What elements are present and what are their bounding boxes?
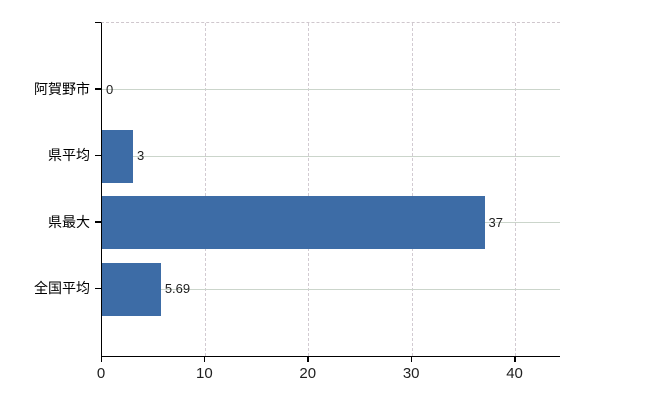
h-gridline <box>102 89 560 91</box>
y-tick <box>95 154 101 157</box>
x-tick-label: 20 <box>299 365 317 382</box>
x-tick <box>514 356 516 362</box>
value-label: 37 <box>488 214 503 230</box>
bar[interactable] <box>102 196 485 250</box>
x-tick-label: 40 <box>506 365 523 382</box>
bar[interactable] <box>102 129 134 183</box>
x-tick <box>410 356 413 362</box>
x-tick-label: 30 <box>402 365 420 382</box>
h-gridline <box>102 155 560 157</box>
x-tick <box>100 356 102 362</box>
category-label: 県最大 <box>48 213 90 230</box>
category-label: 全国平均 <box>34 280 90 297</box>
y-tick <box>95 287 101 290</box>
h-gridline <box>102 288 560 290</box>
v-gridline <box>411 23 413 356</box>
category-label: 阿賀野市 <box>34 80 90 97</box>
y-tick <box>95 221 101 223</box>
v-gridline <box>204 23 206 356</box>
y-axis-top-tick <box>95 21 101 23</box>
v-gridline <box>308 23 310 356</box>
x-tick-label: 10 <box>196 365 213 382</box>
v-gridline <box>515 23 517 356</box>
bar[interactable] <box>102 262 161 316</box>
category-label: 県平均 <box>48 147 90 164</box>
y-tick <box>95 88 101 90</box>
plot-area: 0 3 37 5.69 <box>101 22 560 357</box>
value-label: 5.69 <box>164 281 191 297</box>
x-tick-label: 0 <box>96 365 106 382</box>
x-tick <box>203 356 206 362</box>
value-label: 3 <box>137 148 145 164</box>
x-tick <box>307 356 309 362</box>
value-label: 0 <box>106 81 114 97</box>
